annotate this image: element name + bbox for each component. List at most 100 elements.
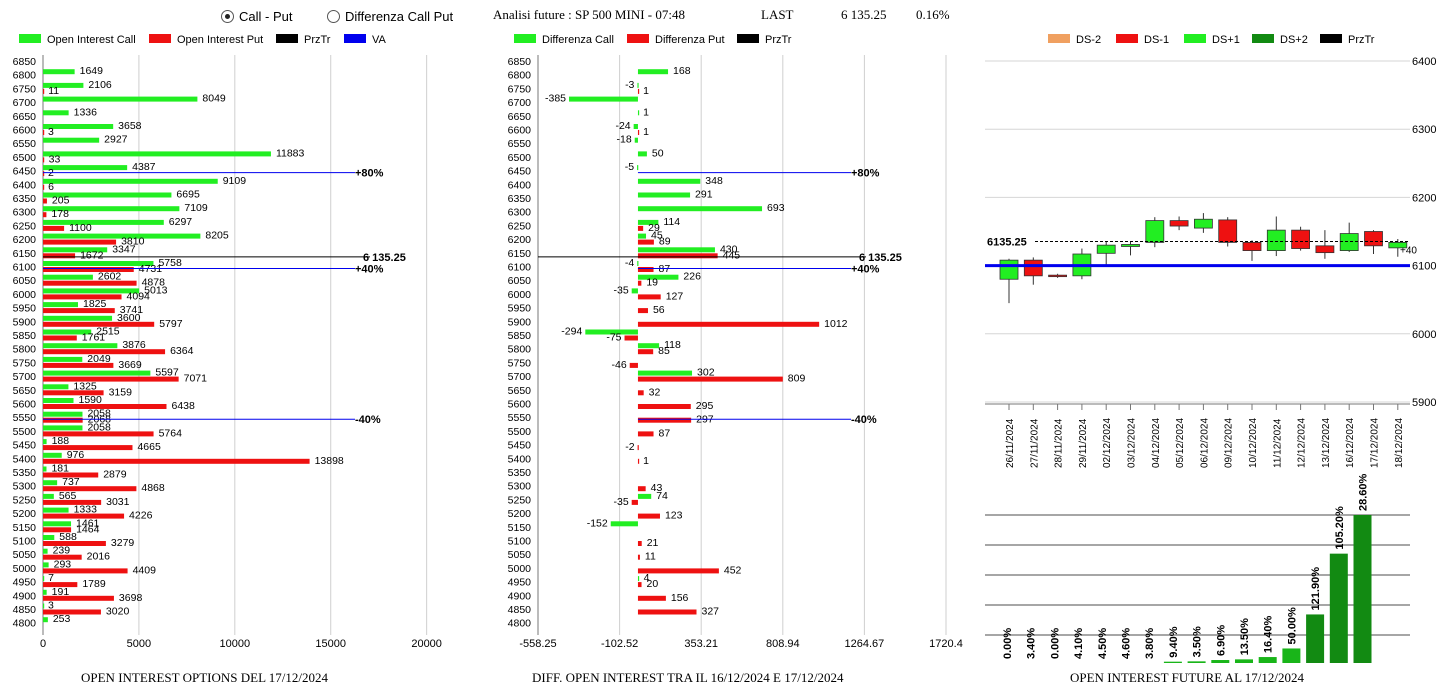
x-tick-label: 20000 xyxy=(411,638,442,650)
call-value-label: 2927 xyxy=(104,134,128,146)
strike-label: 4800 xyxy=(13,618,37,630)
future-bar xyxy=(1211,660,1230,663)
call-bar xyxy=(637,274,679,280)
candle-y-tick: 6200 xyxy=(1412,192,1436,204)
strike-label: 6850 xyxy=(508,56,532,68)
call-value-label: 2049 xyxy=(87,353,111,365)
candle-prztr-label: 6135.25 xyxy=(987,237,1027,249)
put-bar xyxy=(43,445,133,451)
call-bar xyxy=(637,261,639,266)
candle-y-tick: 6300 xyxy=(1412,124,1436,136)
header-title: Analisi future : SP 500 MINI - 07:48 xyxy=(493,7,685,22)
strike-label: 6150 xyxy=(13,248,37,260)
date-label: 05/12/2024 xyxy=(1175,418,1186,468)
put-bar xyxy=(43,349,166,355)
call-bar xyxy=(43,233,201,239)
put-value-label: 1789 xyxy=(82,578,106,590)
put-bar xyxy=(637,458,640,464)
future-bar xyxy=(1187,661,1206,663)
date-label: 13/12/2024 xyxy=(1321,418,1332,468)
candle-body xyxy=(1194,218,1213,229)
strike-label: 5400 xyxy=(508,453,532,465)
call-bar xyxy=(637,82,639,88)
put-bar xyxy=(637,308,648,314)
call-bar xyxy=(43,589,47,595)
call-value-label: 291 xyxy=(695,189,713,201)
put-value-label: 445 xyxy=(723,249,741,261)
put-bar xyxy=(43,362,114,368)
call-bar xyxy=(43,507,69,513)
candle-body xyxy=(1364,231,1383,247)
call-value-label: -3 xyxy=(625,79,634,91)
strike-label: 5000 xyxy=(508,563,532,575)
call-bar xyxy=(43,425,83,431)
call-bar xyxy=(43,398,74,403)
call-value-label: 3 xyxy=(48,600,54,612)
call-bar xyxy=(43,548,48,554)
call-bar xyxy=(43,480,58,486)
put-bar xyxy=(43,499,102,505)
call-bar xyxy=(43,288,140,294)
strike-label: 5850 xyxy=(508,330,532,342)
candle-body xyxy=(1145,220,1165,243)
future-bar-label: 0.00% xyxy=(1002,628,1014,659)
strike-label: 6350 xyxy=(13,193,37,205)
future-bar xyxy=(1163,661,1182,663)
future-bar-label: 28.60% xyxy=(1358,473,1370,511)
candle-body xyxy=(1169,220,1189,227)
put-bar xyxy=(637,404,691,409)
call-bar xyxy=(43,370,151,376)
date-label: 10/12/2024 xyxy=(1248,418,1259,468)
call-bar xyxy=(43,192,172,198)
put-bar xyxy=(43,486,137,492)
call-value-label: 1325 xyxy=(73,380,97,392)
strike-label: 6400 xyxy=(13,179,37,191)
strike-label: 4950 xyxy=(13,577,37,589)
strike-label: 5450 xyxy=(508,440,532,452)
future-bar-label: 4.50% xyxy=(1097,628,1109,659)
call-value-label: 114 xyxy=(663,216,680,228)
strike-label: 6050 xyxy=(13,275,37,287)
call-value-label: 253 xyxy=(53,613,71,625)
put-bar xyxy=(637,376,783,382)
strike-label: 6650 xyxy=(508,111,532,123)
strike-label: 5750 xyxy=(13,357,37,369)
strike-label: 5400 xyxy=(13,453,37,465)
radio-differenza[interactable]: Differenza Call Put xyxy=(327,9,453,24)
strike-label: 5050 xyxy=(13,549,37,561)
radio-call-put[interactable]: Call - Put xyxy=(221,9,292,24)
put-bar xyxy=(637,130,640,135)
put-value-label: -35 xyxy=(614,496,629,508)
call-value-label: 6695 xyxy=(176,189,200,201)
call-value-label: 8205 xyxy=(205,230,229,242)
radio-unselected-icon[interactable] xyxy=(327,10,340,23)
strike-label: 5900 xyxy=(508,316,532,328)
call-bar xyxy=(637,343,660,349)
legend-label-4: PrzTr xyxy=(1348,34,1375,46)
call-value-label: 3600 xyxy=(117,312,141,324)
put-bar xyxy=(43,225,65,231)
legend-swatch-3 xyxy=(1252,34,1274,43)
legend-swatch-2 xyxy=(276,34,298,43)
strike-label: 5650 xyxy=(508,385,532,397)
put-value-label: 1464 xyxy=(76,523,100,535)
percent-marker-label: +80% xyxy=(851,168,880,180)
call-value-label: 188 xyxy=(52,435,70,447)
legend-swatch-0 xyxy=(1048,34,1070,43)
legend-label-0: Differenza Call xyxy=(542,34,614,46)
date-label: 03/12/2024 xyxy=(1127,418,1138,468)
put-value-label: 85 xyxy=(658,345,670,357)
call-bar xyxy=(637,178,701,184)
call-bar xyxy=(43,82,84,88)
strike-label: 5550 xyxy=(508,412,532,424)
future-bar xyxy=(1353,515,1372,663)
radio-selected-icon[interactable] xyxy=(221,10,234,23)
put-bar xyxy=(637,445,639,451)
legend-swatch-2 xyxy=(1184,34,1206,43)
put-value-label: 1100 xyxy=(69,222,92,234)
legend-label-1: Differenza Put xyxy=(655,34,725,46)
put-bar xyxy=(637,568,719,574)
call-bar xyxy=(43,617,48,623)
strike-label: 5300 xyxy=(508,481,532,493)
